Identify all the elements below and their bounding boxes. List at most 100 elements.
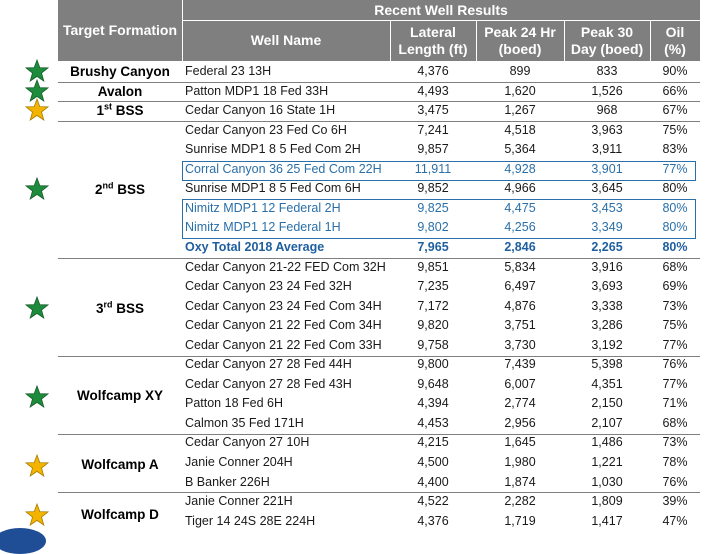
header-lateral-line2: Length (ft) bbox=[398, 40, 468, 57]
peak-30day: 4,351 bbox=[591, 376, 623, 391]
oil-percent: 76% bbox=[662, 357, 688, 372]
peak-30day: 3,916 bbox=[591, 259, 623, 274]
star-gold-icon bbox=[25, 503, 49, 526]
highlight-box bbox=[182, 160, 696, 181]
peak-30day: 3,286 bbox=[591, 318, 623, 333]
star-green-icon bbox=[25, 79, 49, 102]
well-name: Janie Conner 221H bbox=[185, 494, 293, 509]
oil-percent: 69% bbox=[662, 279, 688, 294]
peak-30day: 3,453 bbox=[591, 200, 623, 215]
peak-24hr: 3,751 bbox=[504, 318, 536, 333]
lateral-length: 9,825 bbox=[417, 200, 449, 215]
peak-30day: 968 bbox=[596, 103, 618, 118]
peak-30day: 1,526 bbox=[591, 83, 623, 98]
header-target-formation-label: Target Formation bbox=[62, 22, 178, 38]
peak-24hr: 2,956 bbox=[504, 415, 536, 430]
peak-30day: 3,693 bbox=[591, 279, 623, 294]
well-name: Federal 23 13H bbox=[185, 64, 272, 78]
header-divider bbox=[182, 0, 183, 61]
company-logo-fragment bbox=[0, 528, 46, 554]
formation-label: Wolfcamp D bbox=[58, 505, 182, 525]
formation-superscript: nd bbox=[102, 180, 114, 191]
well-name: Sunrise MDP1 8 5 Fed Com 6H bbox=[185, 181, 361, 196]
formation-label: 1st BSS bbox=[58, 101, 182, 121]
group-separator bbox=[58, 101, 700, 102]
peak-24hr: 1,874 bbox=[504, 474, 536, 489]
peak-30day: 3,645 bbox=[591, 181, 623, 196]
header-oil: Oil (%) bbox=[650, 20, 700, 61]
header-recent-well-results: Recent Well Results bbox=[182, 0, 700, 20]
well-name: Cedar Canyon 27 28 Fed 44H bbox=[185, 357, 352, 372]
lateral-length: 4,215 bbox=[417, 435, 449, 450]
header-peak30: Peak 30 Day (boed) bbox=[564, 20, 650, 61]
peak-24hr: 2,846 bbox=[504, 239, 536, 254]
header-recent-well-results-label: Recent Well Results bbox=[374, 1, 508, 18]
formation-label: Wolfcamp A bbox=[58, 455, 182, 475]
formation-label: Avalon bbox=[58, 82, 182, 102]
well-name: Nimitz MDP1 12 Federal 1H bbox=[185, 220, 341, 235]
oil-percent: 73% bbox=[662, 435, 688, 450]
header-target-formation: Target Formation bbox=[58, 0, 182, 61]
peak-24hr: 5,834 bbox=[504, 259, 536, 274]
oil-percent: 39% bbox=[662, 494, 688, 509]
well-name: Cedar Canyon 27 28 Fed 43H bbox=[185, 376, 352, 391]
well-name: Sunrise MDP1 8 5 Fed Com 2H bbox=[185, 142, 361, 157]
peak-30day: 2,107 bbox=[591, 415, 623, 430]
well-name: Tiger 14 24S 28E 224H bbox=[185, 513, 316, 528]
oil-percent: 77% bbox=[662, 337, 688, 352]
peak-30day: 5,398 bbox=[591, 357, 623, 372]
peak-30day: 1,417 bbox=[591, 513, 623, 528]
peak-24hr: 899 bbox=[509, 64, 531, 78]
oil-percent: 77% bbox=[662, 376, 688, 391]
lateral-length: 9,820 bbox=[417, 318, 449, 333]
peak-24hr: 4,475 bbox=[504, 200, 536, 215]
peak-24hr: 4,518 bbox=[504, 122, 536, 137]
lateral-length: 4,493 bbox=[417, 83, 449, 98]
group-separator bbox=[58, 355, 700, 357]
peak-30day: 1,221 bbox=[591, 455, 623, 469]
peak-24hr: 4,876 bbox=[504, 298, 536, 313]
well-name: Cedar Canyon 27 10H bbox=[185, 435, 310, 450]
group-separator bbox=[58, 257, 700, 259]
header-oil-line2: (%) bbox=[664, 40, 686, 57]
header-peak30-line2: Day (boed) bbox=[570, 40, 644, 57]
header-divider bbox=[476, 20, 477, 61]
lateral-length: 4,400 bbox=[417, 474, 449, 489]
well-name: Cedar Canyon 21-22 FED Com 32H bbox=[185, 259, 386, 274]
lateral-length: 9,758 bbox=[417, 337, 449, 352]
header-lateral: Lateral Length (ft) bbox=[390, 20, 476, 61]
header-peak30-line1: Peak 30 bbox=[580, 23, 634, 40]
formation-name: 3 bbox=[95, 301, 104, 316]
lateral-length: 9,648 bbox=[417, 376, 449, 391]
header-peak24-line1: Peak 24 Hr bbox=[484, 23, 556, 40]
peak-24hr: 1,620 bbox=[504, 83, 536, 98]
peak-24hr: 6,497 bbox=[504, 279, 536, 294]
peak-30day: 2,150 bbox=[591, 396, 623, 411]
well-name: Cedar Canyon 23 24 Fed 32H bbox=[185, 279, 352, 294]
peak-24hr: 4,256 bbox=[504, 220, 536, 235]
star-green-icon bbox=[25, 385, 49, 408]
lateral-length: 9,857 bbox=[417, 142, 449, 157]
formation-label: 2nd BSS bbox=[58, 180, 182, 200]
peak-30day: 3,901 bbox=[591, 161, 623, 176]
header-oil-line1: Oil bbox=[665, 23, 685, 40]
oil-percent: 75% bbox=[662, 122, 688, 137]
peak-24hr: 6,007 bbox=[504, 376, 536, 391]
formation-label: 3rd BSS bbox=[58, 299, 182, 319]
header-divider bbox=[650, 20, 651, 61]
well-name: Cedar Canyon 16 State 1H bbox=[185, 103, 336, 118]
peak-24hr: 3,730 bbox=[504, 337, 536, 352]
peak-24hr: 2,774 bbox=[504, 396, 536, 411]
lateral-length: 4,376 bbox=[417, 513, 449, 528]
lateral-length: 9,852 bbox=[417, 181, 449, 196]
peak-30day: 1,486 bbox=[591, 435, 623, 450]
oil-percent: 68% bbox=[662, 259, 688, 274]
peak-24hr: 4,966 bbox=[504, 181, 536, 196]
oil-percent: 77% bbox=[662, 161, 688, 176]
header-peak24: Peak 24 Hr (boed) bbox=[476, 20, 564, 61]
oil-percent: 80% bbox=[662, 220, 688, 235]
oil-percent: 71% bbox=[662, 396, 688, 411]
oil-percent: 68% bbox=[662, 415, 688, 430]
oil-percent: 78% bbox=[662, 455, 688, 469]
oil-percent: 83% bbox=[662, 142, 688, 157]
